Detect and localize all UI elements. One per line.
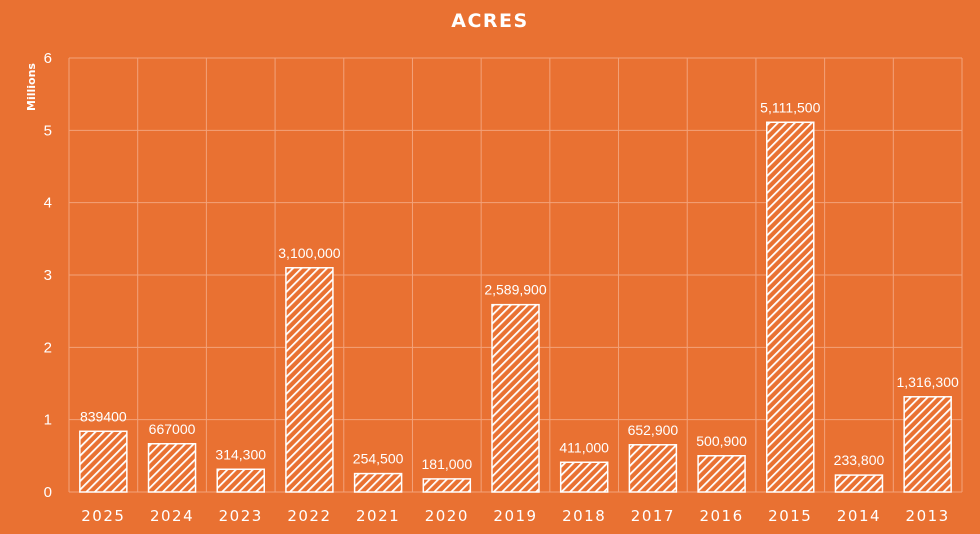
y-tick-label: 4	[44, 195, 52, 212]
bar-2024	[147, 443, 197, 493]
bar-2025	[79, 430, 128, 493]
x-tick-label-2016: 2016	[699, 507, 743, 525]
bar-2016	[697, 455, 746, 493]
data-labels: 839400 667000 314,300 3,100,000 254,500 181,0…	[80, 99, 959, 472]
bar-2015	[766, 121, 815, 493]
bar-2017	[628, 444, 678, 493]
x-tick-label-2015: 2015	[768, 507, 812, 525]
x-tick-label-2014: 2014	[837, 507, 881, 525]
data-label-2016: 500,900	[696, 433, 747, 449]
data-label-2022: 3,100,000	[278, 245, 340, 261]
data-label-2020: 181,000	[422, 456, 473, 472]
y-tick-label: 2	[44, 339, 52, 356]
bar-2014	[834, 474, 884, 493]
x-tick-label-2025: 2025	[81, 507, 125, 525]
data-label-2025: 839400	[80, 408, 127, 424]
y-tick-label: 5	[44, 122, 52, 139]
bar-2023	[216, 468, 265, 493]
chart-title: ACRES	[451, 10, 529, 32]
x-tick-label-2024: 2024	[150, 507, 194, 525]
bar-2020	[422, 478, 472, 493]
data-label-2021: 254,500	[353, 451, 404, 467]
data-label-2017: 652,900	[628, 422, 679, 438]
x-tick-label-2023: 2023	[219, 507, 263, 525]
x-tick-label-2013: 2013	[906, 507, 950, 525]
x-tick-label-2019: 2019	[493, 507, 537, 525]
y-axis-ticks: 0 1 2 3 4 5 6	[44, 50, 52, 501]
data-label-2015: 5,111,500	[760, 99, 820, 115]
x-tick-label-2017: 2017	[631, 507, 675, 525]
x-axis-ticks: 2025 2024 2023 2022 2021 2020 2019 2018 2017 2016…	[81, 507, 950, 525]
bar-2019	[491, 303, 540, 493]
bar-2021	[353, 472, 403, 493]
bar-2022	[285, 267, 334, 493]
bars	[79, 121, 952, 493]
bar-2013	[903, 396, 952, 493]
bar-2018	[559, 461, 609, 493]
data-label-2024: 667000	[149, 421, 196, 437]
x-tick-label-2022: 2022	[287, 507, 331, 525]
x-tick-label-2021: 2021	[356, 507, 400, 525]
y-axis-label: Millions	[25, 63, 38, 111]
data-label-2019: 2,589,900	[484, 282, 546, 298]
x-tick-label-2020: 2020	[425, 507, 469, 525]
y-tick-label: 6	[44, 50, 52, 67]
data-label-2018: 411,000	[559, 439, 609, 455]
data-label-2023: 314,300	[215, 446, 266, 462]
data-label-2013: 1,316,300	[897, 374, 959, 390]
y-tick-label: 1	[44, 412, 52, 429]
data-label-2014: 233,800	[834, 452, 885, 468]
x-tick-label-2018: 2018	[562, 507, 606, 525]
y-tick-label: 0	[44, 484, 52, 501]
y-tick-label: 3	[44, 267, 52, 284]
